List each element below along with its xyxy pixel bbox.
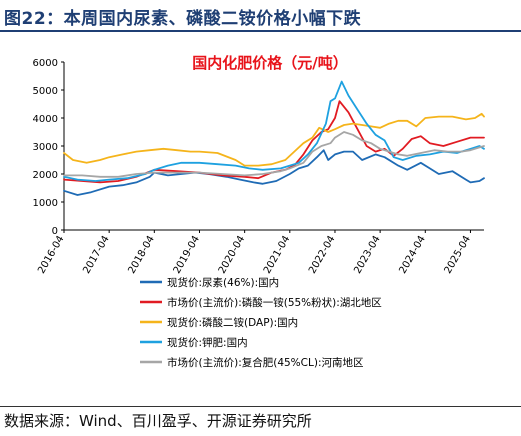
legend-label-2: 市场价(主流价):磷酸一铵(55%粉状):湖北地区: [167, 296, 382, 309]
legend-label-1: 现货价:尿素(46%):国内: [167, 276, 279, 289]
x-tick-label: 2020-04: [217, 234, 247, 276]
x-tick-label: 2025-04: [443, 234, 473, 276]
y-tick-label: 1000: [33, 198, 58, 209]
y-tick-label: 0: [52, 226, 58, 237]
series-lines: [63, 80, 485, 196]
x-tick-label: 2018-04: [126, 234, 156, 276]
series-line-2: [63, 100, 485, 184]
y-tick-label: 2000: [33, 170, 58, 181]
axes: 0 1000 2000 3000 4000 5000 6000 2016-04 2017-04 2…: [33, 58, 484, 276]
series-line-3: [63, 112, 485, 167]
figure-title: 图22：本周国内尿素、磷酸二铵价格小幅下跌: [4, 9, 362, 29]
line-chart: 国内化肥价格（元/吨） 0 1000 2000 3000 4000 5000 6000 201…: [33, 54, 485, 369]
data-source: 数据来源：Wind、百川盈孚、开源证券研究所: [4, 412, 312, 430]
legend-label-3: 现货价:磷酸二铵(DAP):国内: [167, 316, 298, 329]
x-tick-label: 2023-04: [352, 234, 382, 276]
chart-title: 国内化肥价格（元/吨）: [192, 54, 347, 72]
title-divider: [0, 30, 521, 32]
series-line-4: [63, 80, 485, 182]
series-line-5: [63, 131, 485, 178]
legend-label-4: 现货价:钾肥:国内: [167, 336, 248, 349]
x-tick-label: 2024-04: [397, 234, 427, 276]
y-tick-label: 4000: [33, 114, 58, 125]
x-tick-label: 2016-04: [36, 234, 66, 276]
y-tick-label: 6000: [33, 58, 58, 69]
legend: 现货价:尿素(46%):国内市场价(主流价):磷酸一铵(55%粉状):湖北地区现…: [140, 276, 382, 369]
y-tick-label: 5000: [33, 86, 58, 97]
source-divider: [0, 406, 521, 407]
y-tick-label: 3000: [33, 142, 58, 153]
x-tick-label: 2022-04: [307, 234, 337, 276]
series-line-1: [63, 149, 485, 196]
x-tick-label: 2017-04: [81, 234, 111, 276]
legend-label-5: 市场价(主流价):复合肥(45%CL):河南地区: [167, 356, 363, 369]
x-tick-label: 2019-04: [172, 234, 202, 276]
x-tick-label: 2021-04: [262, 234, 292, 276]
